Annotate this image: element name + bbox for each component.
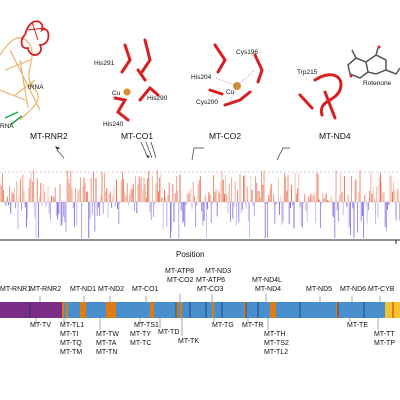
residue-trp215: Trp215 (297, 69, 318, 76)
gene-label-atp6: MT-ATP6 (196, 277, 226, 284)
gene-label-rnr1: MT-RNR1 (0, 286, 32, 293)
co1-structure (113, 38, 160, 122)
gene-label-nd4l: MT-ND4L (252, 277, 282, 284)
residue-cu-co2: Cu (226, 89, 235, 96)
gene-label-nd2: MT-ND2 (98, 286, 125, 293)
trna-mark (270, 302, 272, 318)
rotenone-molecule (347, 47, 400, 79)
gene-label-rnr2: MT-RNR2 (30, 286, 62, 293)
trna-label-tv: MT-TV (30, 322, 51, 329)
trna-label-tc: MT-TC (130, 340, 152, 347)
trna-mark (80, 302, 82, 318)
residue-trna: tRNA (28, 84, 44, 91)
trna-mark (110, 302, 112, 318)
residue-rna: RNA (0, 123, 14, 130)
trna-label-tp: MT-TP (374, 340, 395, 347)
gene-label-nd3: MT-ND3 (205, 268, 232, 275)
trna-label-tn: MT-TN (96, 349, 118, 356)
gene-label-nd4: MT-ND4 (255, 286, 282, 293)
trna-label-td: MT-TD (158, 329, 180, 336)
co1-cu-atom (123, 88, 131, 96)
trna-mark (212, 302, 214, 318)
trna-mark (108, 302, 110, 318)
trna-label-tq: MT-TQ (60, 340, 82, 347)
trna-label-tl2: MT-TL2 (264, 349, 289, 356)
score-track (0, 170, 400, 238)
trna-mark (150, 302, 152, 318)
ligand-rotenone: Rotenone (363, 80, 392, 87)
gene-label-nd5: MT-ND5 (306, 286, 333, 293)
residue-cys200: Cys200 (196, 99, 219, 106)
residue-cu-co1: Cu (112, 90, 121, 97)
trna-label-ti: MT-TI (60, 331, 79, 338)
genome-bar (0, 302, 400, 318)
trna-mark (176, 302, 178, 318)
gene-label-nd6: MT-ND6 (340, 286, 367, 293)
trna-label-ts1: MT-TS1 (134, 322, 159, 329)
panel-label-co1: MT-CO1 (121, 131, 154, 141)
trna-label-tl1: MT-TL1 (60, 322, 85, 329)
residue-his240: His240 (103, 121, 124, 128)
trna-label-ta: MT-TA (96, 340, 117, 347)
trna-mark (62, 302, 64, 318)
trna-label-th: MT-TH (264, 331, 286, 338)
trna-label-tg: MT-TG (212, 322, 234, 329)
trna-label-ty: MT-TY (130, 331, 151, 338)
co2-structure (208, 43, 264, 107)
trna-mark (336, 302, 338, 318)
nd4-structure (298, 73, 343, 120)
x-axis-label: Position (176, 250, 205, 259)
trna-mark (114, 302, 116, 318)
trna-mark (112, 302, 114, 318)
panel-label-co2: MT-CO2 (209, 131, 242, 141)
rnr2-structure (0, 20, 50, 126)
gene-label-nd1: MT-ND1 (70, 286, 97, 293)
trna-mark (84, 302, 86, 318)
gene-label-co1: MT-CO1 (132, 286, 159, 293)
trna-mark (272, 302, 274, 318)
trna-mark (244, 302, 246, 318)
trna-mark (180, 302, 182, 318)
trna-label-tk: MT-TK (178, 338, 199, 345)
trna-label-tt: MT-TT (374, 331, 395, 338)
trna-label-te: MT-TE (347, 322, 368, 329)
gene-label-co3: MT-CO3 (197, 286, 224, 293)
panel-label-nd4: MT-ND4 (319, 131, 351, 141)
gene-label-co2: MT-CO2 (167, 277, 194, 284)
trna-mark (82, 302, 84, 318)
trna-label-tm: MT-TM (60, 349, 83, 356)
residue-his204: His204 (191, 74, 212, 81)
gene-label-cyb: MT-CYB (368, 286, 395, 293)
trna-mark (392, 302, 394, 318)
trna-mark (106, 302, 108, 318)
trna-mark (152, 302, 154, 318)
residue-his290: His290 (147, 95, 168, 102)
trna-label-tr: MT-TR (242, 322, 264, 329)
trna-label-ts2: MT-TS2 (264, 340, 289, 347)
trna-mark (66, 302, 68, 318)
residue-cys196: Cys196 (236, 49, 259, 56)
trna-label-tw: MT-TW (96, 331, 119, 338)
leader-lines (56, 141, 290, 161)
panel-label-rnr2: MT-RNR2 (30, 131, 68, 141)
residue-his291: His291 (94, 60, 115, 67)
trna-mark (274, 302, 276, 318)
gene-label-atp8: MT-ATP8 (165, 268, 195, 275)
